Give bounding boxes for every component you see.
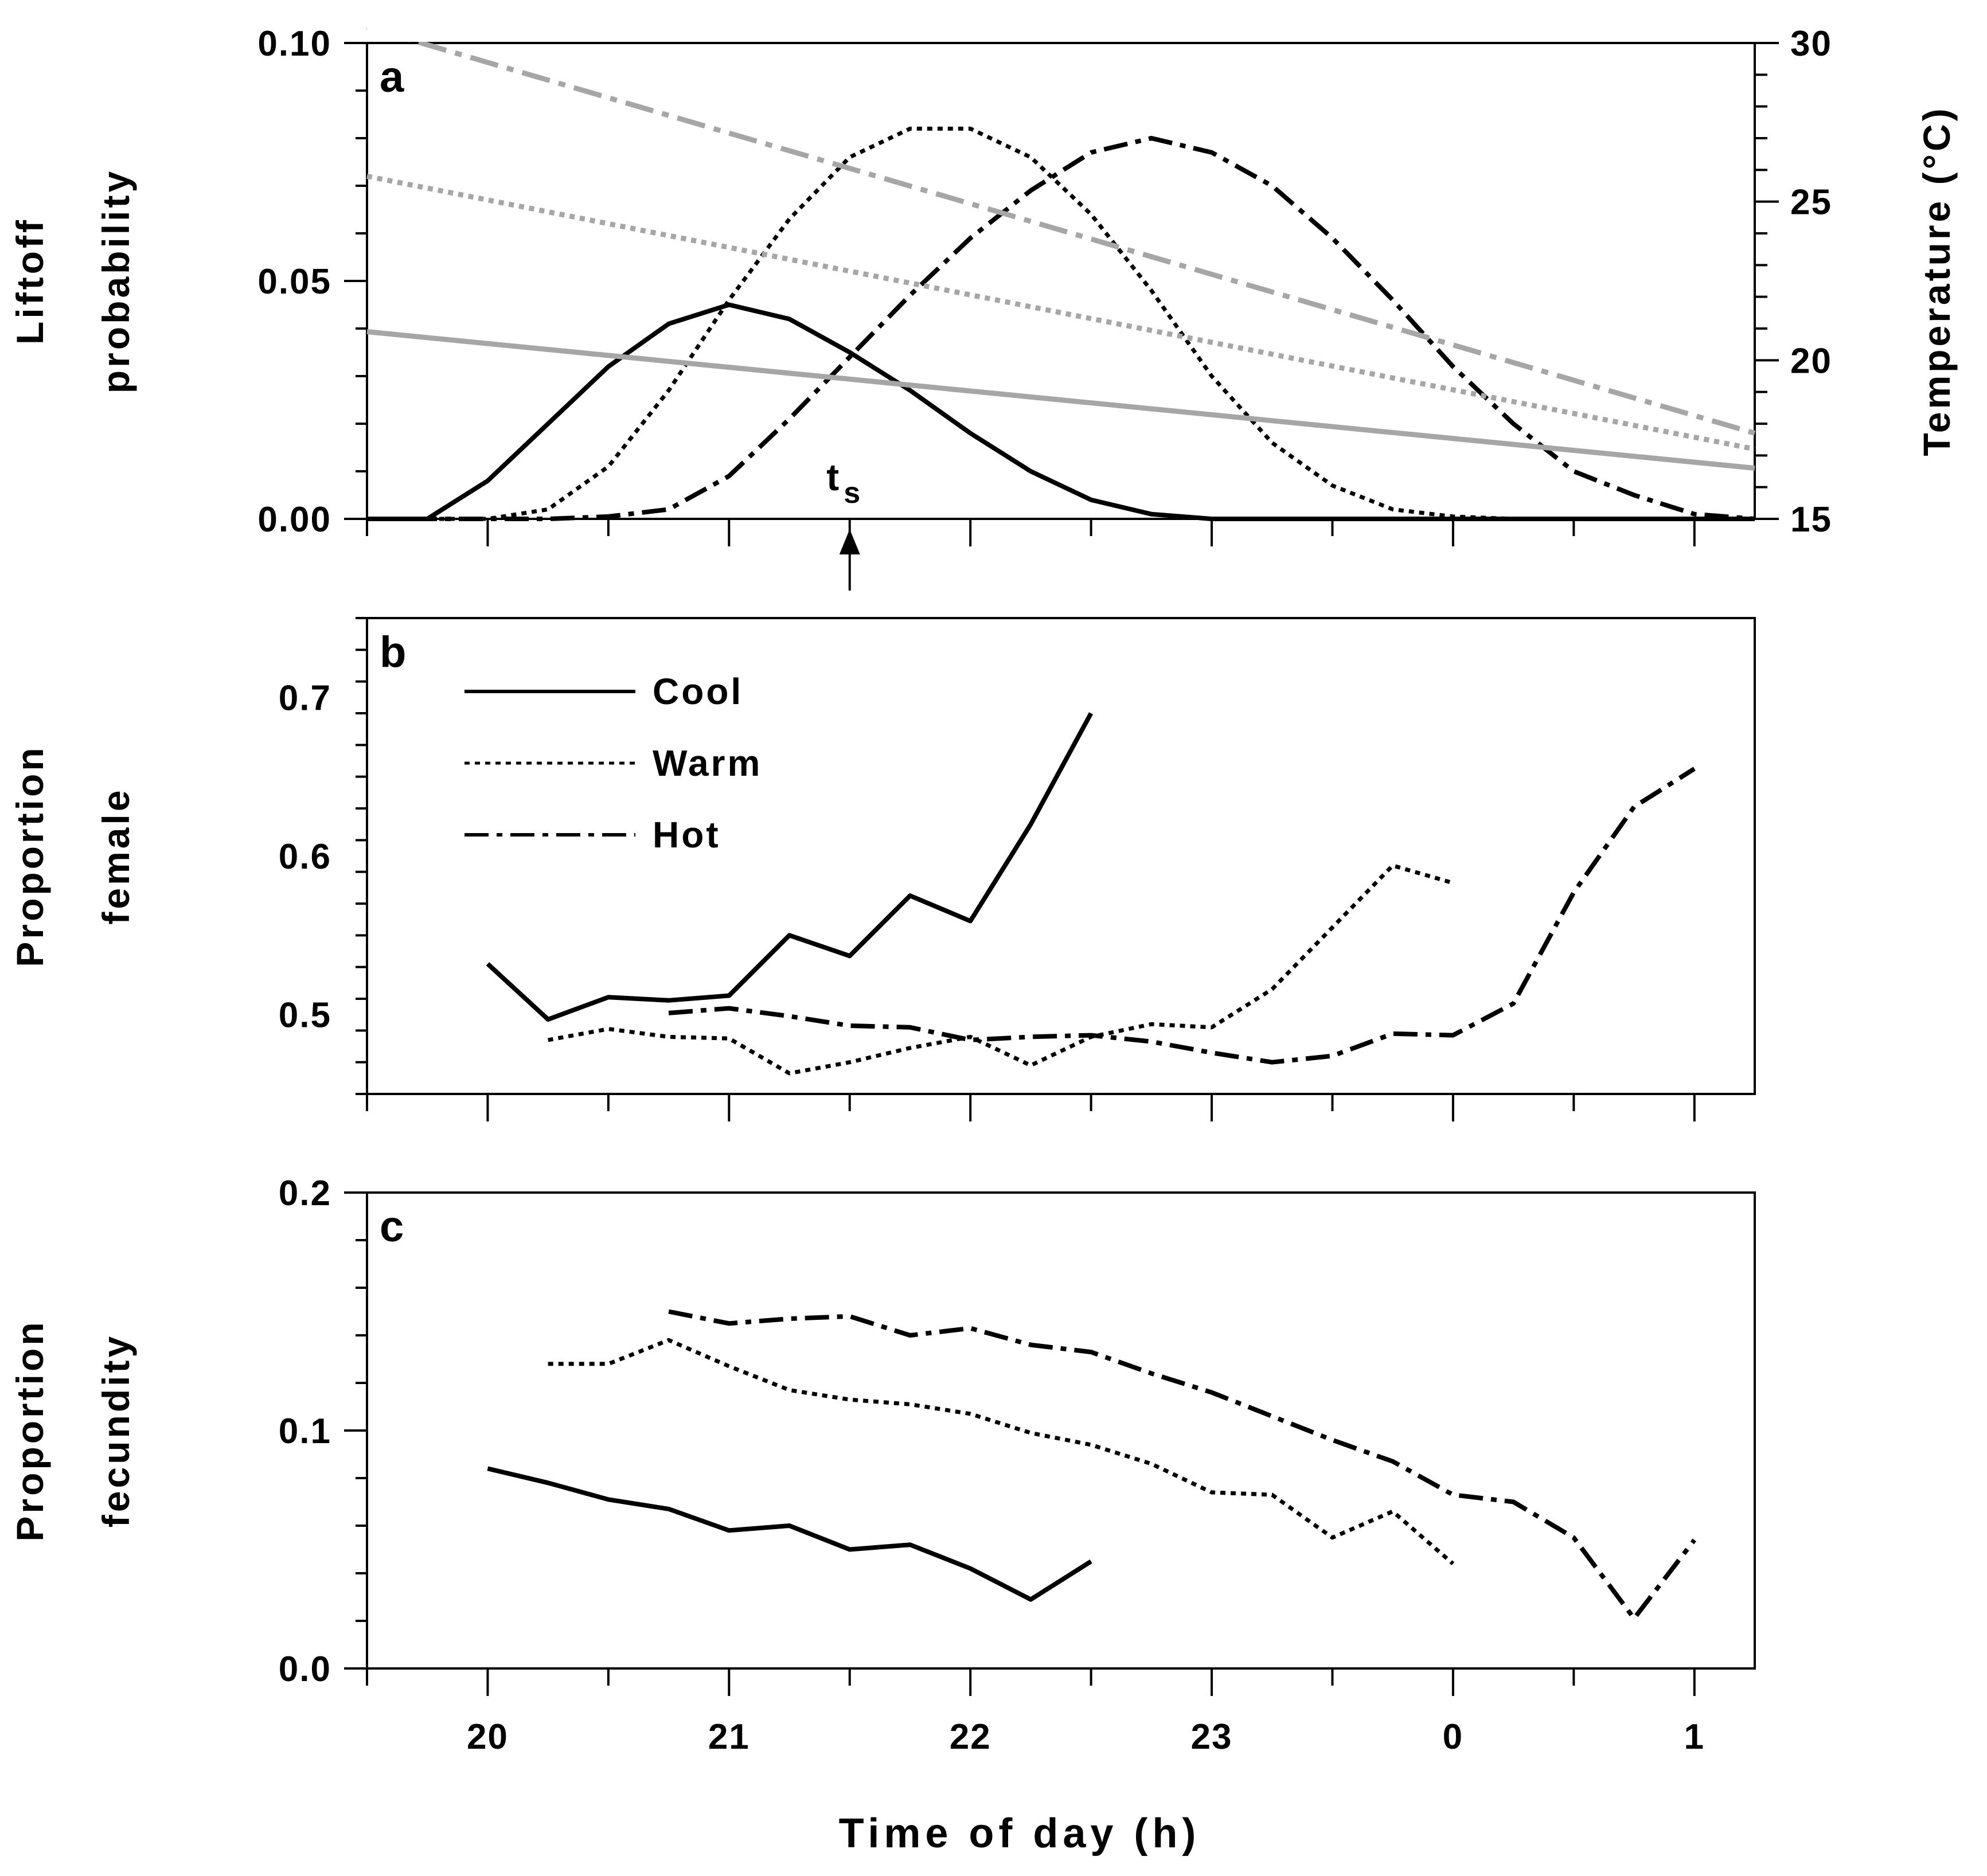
y-tick-label: 0.2: [279, 1174, 331, 1213]
series-line-hot-temperature: [366, 24, 1756, 436]
y-tick-label: 0.10: [257, 24, 331, 64]
series-line-cool: [486, 712, 1094, 1022]
panel-letter: a: [380, 53, 404, 101]
plot-frame: [366, 617, 1756, 1095]
series-line-cool: [487, 1466, 1092, 1602]
x-tick-label: 0: [1443, 1717, 1463, 1757]
y-axis-title: Liftoff: [9, 217, 51, 345]
panel-letter: b: [380, 628, 406, 677]
y-tick-label: 0.7: [279, 678, 331, 718]
series-line-warm: [367, 126, 1755, 521]
y-axis-title: fecundity: [95, 1334, 137, 1527]
y-tick-label: 0.00: [257, 500, 331, 540]
x-tick-label: 23: [1191, 1717, 1233, 1757]
plot-frame: [366, 1191, 1756, 1670]
y-tick-label: 0.05: [257, 262, 331, 302]
y-axis-title: Proportion: [9, 745, 51, 967]
y-tick-label: 0.1: [279, 1412, 331, 1451]
series-line-cool: [367, 302, 1755, 521]
x-tick-label: 20: [467, 1717, 509, 1757]
y-axis-title: Proportion: [9, 1319, 51, 1541]
panel-a: 0.00 0.05 0.10 Liftoff probability 15 20 25 30 Te…: [9, 24, 1958, 591]
ts-arrow-head: [839, 529, 860, 554]
y-tick-label: 0.5: [279, 996, 331, 1035]
series-line-warm: [548, 1338, 1455, 1566]
y2-axis-title: Temperature (°C): [1915, 105, 1958, 456]
series-line-warm: [548, 863, 1454, 1076]
x-tick-label: 21: [708, 1717, 750, 1757]
y2-tick-label: 15: [1790, 500, 1832, 540]
x-tick-label: 1: [1684, 1717, 1705, 1757]
legend-label-warm: Warm: [653, 742, 762, 784]
y2-tick-label: 25: [1790, 183, 1832, 222]
panel-b: 0.5 0.6 0.7 Proportion female b Cool Warm Hot: [9, 617, 1756, 1121]
series-line-warm-temperature: [366, 173, 1755, 452]
y-axis-title: female: [95, 787, 137, 924]
y-tick-label: 0.0: [279, 1650, 331, 1689]
series-line-hot: [668, 767, 1696, 1065]
legend-label-cool: Cool: [653, 671, 743, 712]
series-line-hot: [668, 1309, 1696, 1621]
y2-tick-label: 20: [1790, 341, 1832, 381]
y-tick-label: 0.6: [279, 837, 331, 877]
panel-letter: c: [380, 1202, 404, 1251]
y2-tick-label: 30: [1790, 24, 1832, 64]
legend-label-hot: Hot: [653, 814, 721, 855]
series-line-hot: [367, 136, 1755, 521]
series-line-cool-temperature: [366, 329, 1755, 471]
top-mask: [367, 0, 1755, 42]
y-axis-title: probability: [95, 169, 137, 393]
x-tick-label: 22: [950, 1717, 991, 1757]
panel-c: 0.0 0.1 0.2 Proportion fecundity c 20 21 22 23 0 1: [9, 1174, 1756, 1757]
x-axis-title: Time of day (h): [839, 1811, 1201, 1857]
